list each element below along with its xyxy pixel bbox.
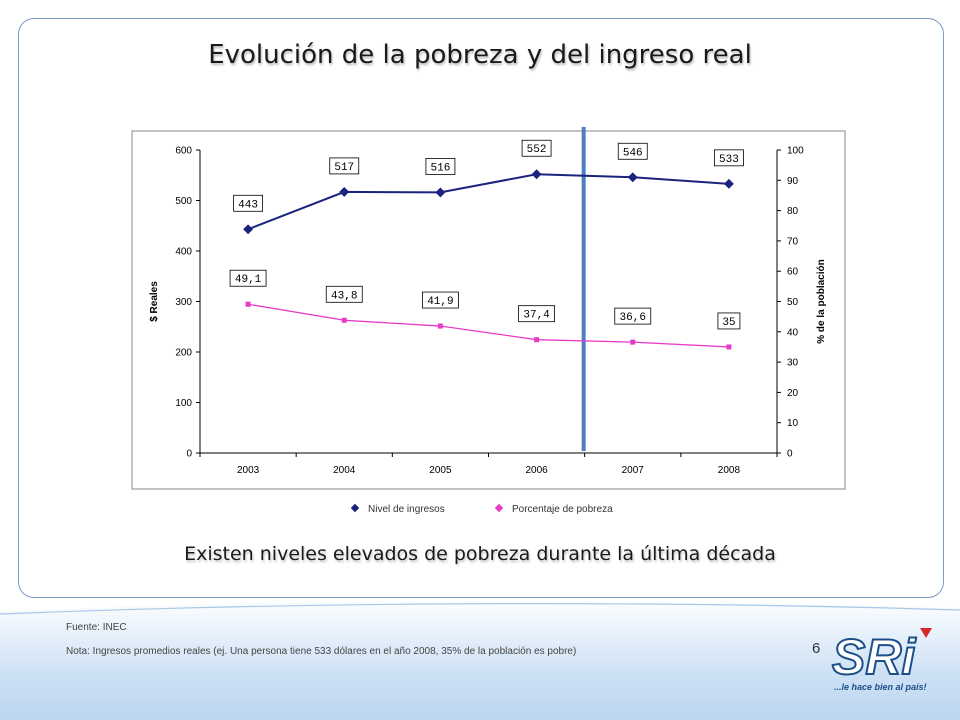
y-right-tick-label: 70 [787, 236, 799, 247]
data-point-income [339, 186, 350, 197]
y-left-tick-label: 0 [186, 449, 192, 460]
data-point-poverty [245, 301, 251, 307]
legend-label-income: Nivel de ingresos [368, 504, 445, 515]
data-point-income [435, 187, 446, 198]
y-right-tick-label: 10 [787, 418, 799, 429]
data-label: 37,4 [523, 310, 550, 322]
y-left-tick-label: 200 [175, 348, 192, 359]
x-tick-label: 2006 [525, 465, 548, 476]
chart-area [131, 130, 846, 490]
data-point-poverty [726, 344, 732, 350]
slide-subtitle: Existen niveles elevados de pobreza dura… [184, 543, 776, 565]
footer-wave [0, 598, 960, 615]
data-label: 517 [334, 162, 354, 174]
data-label: 36,6 [620, 312, 646, 324]
y-left-tick-label: 300 [175, 297, 192, 308]
y-right-tick-label: 50 [787, 297, 799, 308]
y-right-tick-label: 40 [787, 327, 799, 338]
data-point-poverty [534, 337, 540, 343]
data-point-poverty [630, 339, 636, 345]
x-tick-label: 2005 [429, 465, 452, 476]
source-text: Fuente: INEC [66, 622, 127, 633]
y-right-axis-title: % de la población [816, 259, 827, 343]
legend-marker-income [350, 503, 360, 513]
data-point-income [723, 178, 734, 189]
y-right-tick-label: 20 [787, 388, 799, 399]
data-point-poverty [341, 317, 347, 323]
series-line-poverty [247, 303, 729, 348]
x-tick-label: 2008 [718, 465, 741, 476]
y-right-tick-label: 60 [787, 267, 799, 278]
data-point-poverty [437, 323, 443, 329]
y-right-tick-label: 0 [787, 449, 793, 460]
footer: Fuente: INEC Nota: Ingresos promedios re… [0, 598, 960, 720]
y-right-tick-label: 100 [787, 146, 804, 157]
data-point-income [627, 172, 638, 183]
y-left-axis-title: $ Reales [149, 281, 160, 322]
legend-marker-poverty [494, 503, 504, 513]
data-label: 546 [623, 147, 643, 159]
chart: 0 100 200 300 400 500 600 0 10 20 30 40 50 60 70 80 90 10… [131, 127, 846, 515]
y-left-tick-label: 600 [175, 146, 192, 157]
y-left-tick-label: 500 [175, 196, 192, 207]
data-label-box [518, 305, 555, 323]
y-right-tick-label: 90 [787, 176, 799, 187]
data-label-box [617, 142, 648, 160]
x-tick-label: 2004 [333, 465, 356, 476]
data-label: 41,9 [427, 296, 453, 308]
logo-triangle-icon [920, 628, 932, 638]
data-label: 516 [431, 162, 451, 174]
series-line-income [247, 173, 729, 231]
logo-tagline: ...le hace bien al país! [834, 682, 927, 692]
data-label: 35 [722, 317, 735, 329]
sri-logo: SRi [831, 628, 932, 686]
y-right-tick-label: 80 [787, 206, 799, 217]
data-label-box [714, 149, 744, 167]
slide-title: Evolución de la pobreza y del ingreso re… [208, 40, 752, 70]
data-label-box [422, 291, 459, 309]
x-tick-label: 2007 [622, 465, 645, 476]
x-tick-label: 2003 [237, 465, 260, 476]
data-label-box [614, 307, 652, 325]
data-label: 43,8 [331, 290, 357, 302]
data-label: 49,1 [235, 274, 262, 286]
y-left-tick-label: 400 [175, 247, 192, 258]
data-label-box [229, 269, 267, 287]
data-point-income [243, 224, 254, 235]
page-number: 6 [812, 640, 821, 657]
data-point-income [531, 169, 542, 180]
logo-text: SRi [832, 629, 916, 685]
y-left-tick-label: 100 [175, 398, 192, 409]
data-label-box [329, 157, 360, 175]
data-label-box [717, 312, 741, 330]
data-label: 533 [719, 154, 739, 166]
y-right-tick-label: 30 [787, 358, 799, 369]
data-label-box [521, 139, 552, 157]
data-label: 552 [527, 144, 547, 156]
data-label: 443 [238, 199, 258, 211]
data-label-box [325, 285, 363, 303]
data-label-box [425, 158, 456, 175]
data-label-box [233, 194, 263, 212]
note-text: Nota: Ingresos promedios reales (ej. Una… [66, 646, 577, 657]
legend-label-poverty: Porcentaje de pobreza [512, 504, 613, 515]
